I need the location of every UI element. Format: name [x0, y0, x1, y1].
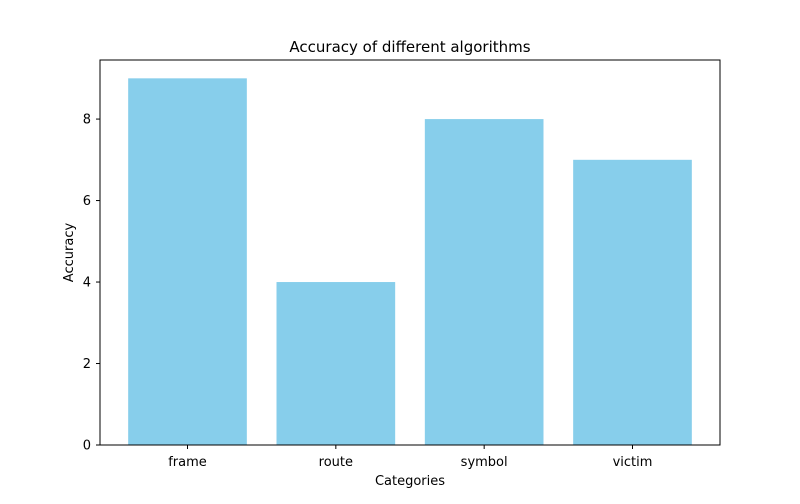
chart-title: Accuracy of different algorithms [289, 38, 530, 56]
y-tick-label: 2 [83, 357, 91, 372]
y-tick-label: 6 [83, 194, 91, 209]
bar-route [276, 282, 396, 445]
x-tick-label: victim [613, 455, 653, 470]
bars-group [128, 78, 692, 446]
x-axis-label: Categories [375, 474, 445, 489]
x-tick-label: symbol [461, 455, 508, 470]
y-tick-label: 4 [83, 276, 91, 291]
bar-symbol [424, 119, 544, 446]
x-ticks: frame route symbol victim [168, 445, 652, 470]
y-tick-label: 0 [83, 439, 91, 454]
x-tick-label: frame [168, 455, 207, 470]
y-axis-label: Accuracy [62, 223, 77, 283]
bar-victim [573, 159, 692, 445]
x-tick-label: route [319, 455, 353, 470]
y-tick-label: 8 [83, 113, 91, 128]
y-ticks: 0 2 4 6 8 [83, 113, 100, 454]
bar-frame [128, 78, 247, 445]
plot-frame [99, 59, 721, 446]
